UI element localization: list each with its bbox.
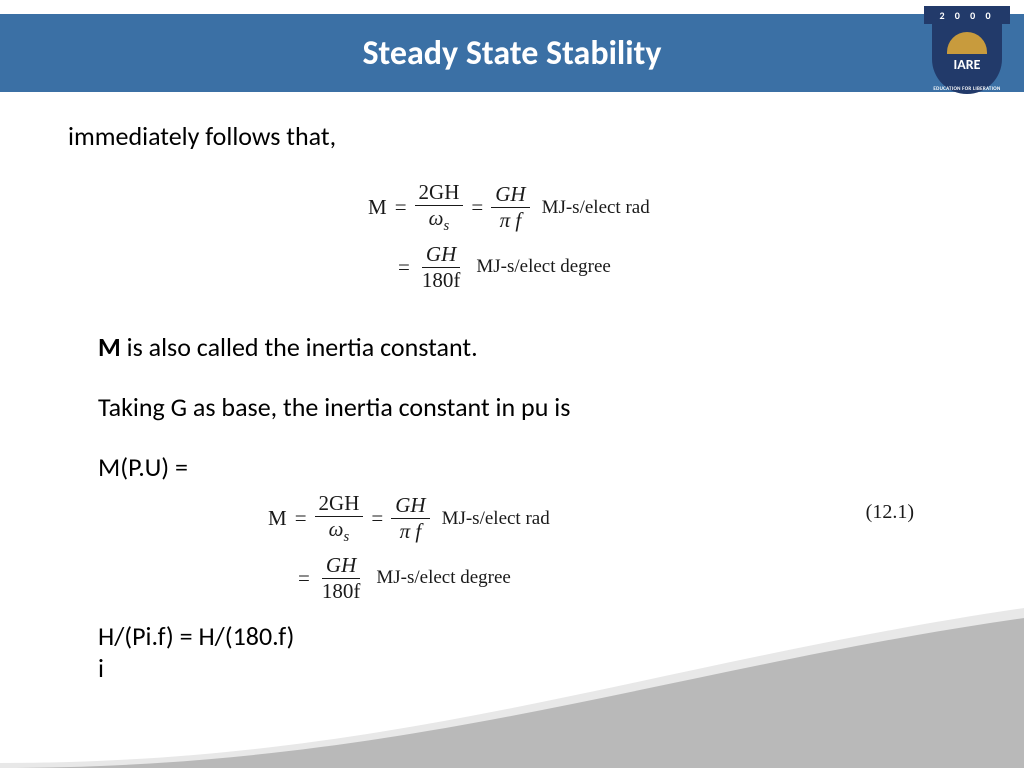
equals-sign: = bbox=[298, 566, 310, 591]
para-i: i bbox=[98, 652, 974, 684]
eq1-frac-3: GH 180f bbox=[418, 244, 465, 291]
para-m-bold: M bbox=[98, 331, 121, 363]
eq2-lhs: M bbox=[268, 506, 287, 531]
logo: 2 0 0 0 IARE EDUCATION FOR LIBERATION bbox=[924, 6, 1010, 106]
eq2-frac2-num: GH bbox=[395, 493, 425, 517]
eq2-frac1-den-a: ω bbox=[329, 517, 344, 541]
eq1-frac-1: 2GH ωs bbox=[415, 182, 464, 234]
eq1-frac2-den: π f bbox=[500, 208, 522, 232]
slide-body: immediately follows that, M = 2GH ωs = G… bbox=[68, 120, 974, 684]
eq1-frac1-den-sub: s bbox=[444, 218, 450, 234]
intro-text: immediately follows that, bbox=[68, 120, 974, 152]
logo-tagline: EDUCATION FOR LIBERATION bbox=[933, 86, 1000, 92]
equation-2-wrapper: M = 2GH ωs = GH π f MJ-s/elect rad = bbox=[68, 493, 974, 602]
eq2-unit-1: MJ-s/elect rad bbox=[442, 508, 550, 530]
para-mpu: M(P.U) = bbox=[98, 451, 974, 483]
eq1-frac3-num: GH bbox=[426, 242, 456, 266]
eq2-frac-3: GH 180f bbox=[318, 555, 365, 602]
equals-sign: = bbox=[295, 506, 307, 531]
eq2-unit-2: MJ-s/elect degree bbox=[376, 567, 511, 589]
eq2-frac3-den: 180f bbox=[322, 579, 361, 603]
eq1-frac-2: GH π f bbox=[491, 184, 529, 231]
equation-number: (12.1) bbox=[866, 501, 914, 524]
eq2-frac1-den-sub: s bbox=[344, 529, 350, 545]
equation-2-row-2: = GH 180f MJ-s/elect degree bbox=[298, 555, 974, 602]
slide: Steady State Stability 2 0 0 0 IARE EDUC… bbox=[0, 0, 1024, 768]
logo-name: IARE bbox=[954, 56, 981, 73]
para-g: Taking G as base, the inertia constant i… bbox=[98, 391, 974, 423]
logo-year: 2 0 0 0 bbox=[924, 6, 1010, 24]
equals-sign: = bbox=[398, 255, 410, 280]
logo-sun-icon bbox=[947, 32, 987, 54]
eq1-lhs: M bbox=[368, 195, 387, 220]
para-m: M is also called the inertia constant. bbox=[98, 331, 974, 363]
eq2-frac-2: GH π f bbox=[391, 495, 429, 542]
slide-header: Steady State Stability bbox=[0, 14, 1024, 92]
eq2-frac1-num: 2GH bbox=[319, 491, 360, 515]
eq1-frac1-num: 2GH bbox=[419, 180, 460, 204]
eq1-frac1-den-a: ω bbox=[429, 206, 444, 230]
para-h: H/(Pi.f) = H/(180.f) bbox=[98, 620, 974, 652]
equation-1: M = 2GH ωs = GH π f MJ-s/elect rad = GH … bbox=[368, 182, 974, 291]
equals-sign: = bbox=[371, 506, 383, 531]
logo-shield: IARE EDUCATION FOR LIBERATION bbox=[932, 24, 1002, 94]
equation-1-row-1: M = 2GH ωs = GH π f MJ-s/elect rad bbox=[368, 182, 974, 234]
equals-sign: = bbox=[395, 195, 407, 220]
eq2-frac3-num: GH bbox=[326, 553, 356, 577]
equals-sign: = bbox=[471, 195, 483, 220]
eq1-unit-2: MJ-s/elect degree bbox=[476, 256, 611, 278]
eq1-unit-1: MJ-s/elect rad bbox=[542, 197, 650, 219]
eq2-frac2-den: π f bbox=[400, 519, 422, 543]
eq1-frac3-den: 180f bbox=[422, 268, 461, 292]
slide-title: Steady State Stability bbox=[362, 33, 661, 74]
equation-1-row-2: = GH 180f MJ-s/elect degree bbox=[398, 244, 974, 291]
eq1-frac2-num: GH bbox=[495, 182, 525, 206]
eq2-frac-1: 2GH ωs bbox=[315, 493, 364, 545]
para-m-rest: is also called the inertia constant. bbox=[121, 331, 478, 363]
